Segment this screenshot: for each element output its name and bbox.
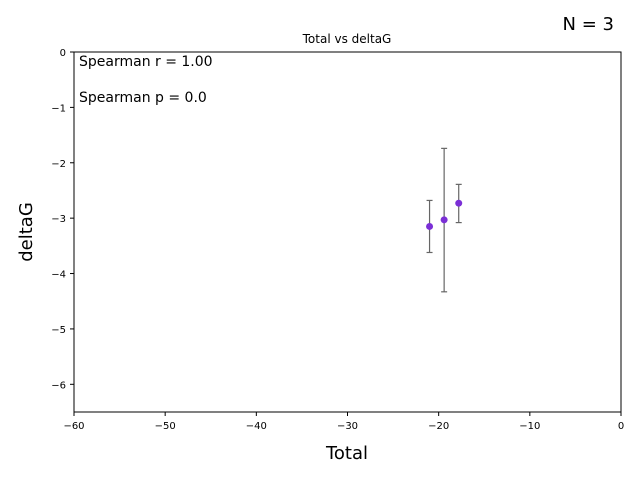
data-series [426, 147, 463, 293]
x-tick-label: −50 [155, 421, 176, 432]
x-axis-label: Total [325, 443, 368, 464]
x-tick-label: −30 [337, 421, 358, 432]
x-tick-label: 0 [618, 421, 624, 432]
x-tick-label: −20 [428, 421, 449, 432]
x-tick-label: −10 [519, 421, 540, 432]
data-point [426, 222, 434, 230]
data-point [455, 199, 463, 207]
data-point [440, 216, 448, 224]
y-axis-ticks: 0 −1 −2 −3 −4 −5 −6 [51, 48, 74, 391]
chart-title: Total vs deltaG [302, 32, 392, 46]
y-axis-label: deltaG [16, 202, 37, 262]
spearman-p-annotation: Spearman p = 0.0 [79, 90, 207, 106]
y-tick-label: −6 [51, 380, 66, 391]
y-tick-label: −3 [51, 214, 66, 225]
y-tick-label: −1 [51, 103, 66, 114]
x-tick-label: −60 [63, 421, 84, 432]
y-tick-label: −5 [51, 325, 66, 336]
n-count-label: N = 3 [563, 14, 614, 35]
x-axis-ticks: −60 −50 −40 −30 −20 −10 0 [63, 412, 624, 432]
x-tick-label: −40 [246, 421, 267, 432]
y-tick-label: 0 [60, 48, 66, 59]
spearman-r-annotation: Spearman r = 1.00 [79, 54, 213, 70]
y-tick-label: −4 [51, 270, 66, 281]
y-tick-label: −2 [51, 159, 66, 170]
plot-area [73, 51, 622, 413]
